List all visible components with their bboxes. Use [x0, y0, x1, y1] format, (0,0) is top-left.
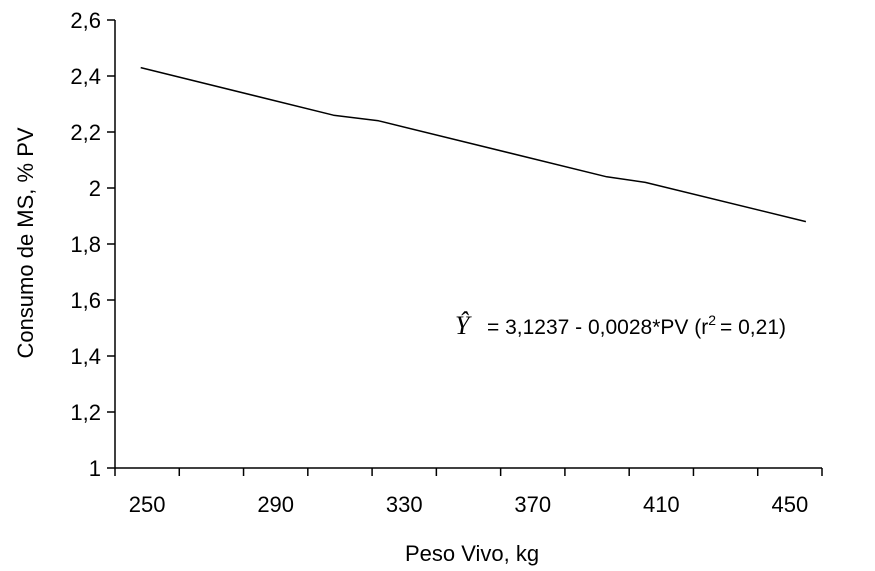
y-tick-label: 2 [89, 176, 101, 201]
x-tick-label: 290 [257, 492, 294, 517]
y-tick-label: 2,6 [70, 8, 101, 33]
y-axis-title: Consumo de MS, % PV [13, 127, 38, 358]
y-tick-label: 1,6 [70, 288, 101, 313]
regression-equation: Ŷ = 3,1237 - 0,0028*PV (r2 = 0,21) [455, 311, 786, 340]
y-axis-ticks: 1 1,2 1,4 1,6 1,8 2 2,2 2,4 2,6 [70, 8, 115, 481]
y-tick-label: 1 [89, 456, 101, 481]
series-line [140, 66, 807, 223]
x-tick-label: 250 [129, 492, 166, 517]
x-tick-label: 410 [643, 492, 680, 517]
equation-superscript: 2 [708, 312, 716, 328]
y-tick-label: 1,4 [70, 344, 101, 369]
x-tick-label: 450 [772, 492, 809, 517]
y-tick-label: 2,2 [70, 120, 101, 145]
y-tick-label: 1,2 [70, 400, 101, 425]
x-axis-ticks: 250 290 330 370 410 450 [114, 468, 823, 517]
y-tick-label: 2,4 [70, 64, 101, 89]
series-layer [140, 66, 807, 223]
x-tick-label: 370 [514, 492, 551, 517]
x-tick-label: 330 [386, 492, 423, 517]
equation-tail: = 0,21) [720, 316, 786, 339]
equation-main: = 3,1237 - 0,0028*PV (r [487, 316, 708, 339]
y-tick-label: 1,8 [70, 232, 101, 257]
equation-text: = 3,1237 - 0,0028*PV (r2 = 0,21) [487, 312, 786, 339]
y-hat-symbol: Ŷ [455, 311, 472, 340]
x-axis-title: Peso Vivo, kg [405, 541, 539, 566]
